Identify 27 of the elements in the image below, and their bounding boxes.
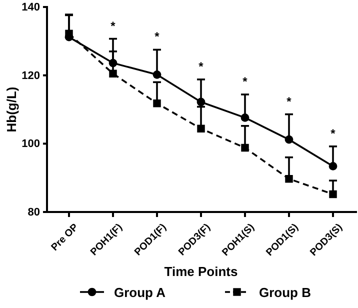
annotation: * [154,30,160,44]
legend-label: Group A [114,285,166,300]
annotation: * [242,74,248,88]
point [196,98,206,106]
point [108,58,118,68]
point [328,162,338,170]
annotation: * [330,126,336,140]
point [329,190,337,198]
point [153,99,161,108]
point [197,124,205,133]
point [284,135,294,144]
point [241,144,249,152]
annotation: * [110,18,116,33]
point [285,174,293,183]
point [109,70,117,78]
annotation: * [286,94,292,108]
y-axis-title: Hb(g/L) [4,86,19,132]
y-tick-label: 140 [22,2,40,14]
y-tick-label: 120 [22,70,40,82]
y-tick-label: 80 [28,206,40,219]
x-tick-label: Pre OP [49,222,82,254]
point [240,114,250,122]
legend-label: Group B [259,285,311,300]
annotation: * [198,59,204,74]
x-axis-title: Time Points [164,264,238,279]
point [152,70,162,79]
y-tick-label: 100 [22,138,40,150]
